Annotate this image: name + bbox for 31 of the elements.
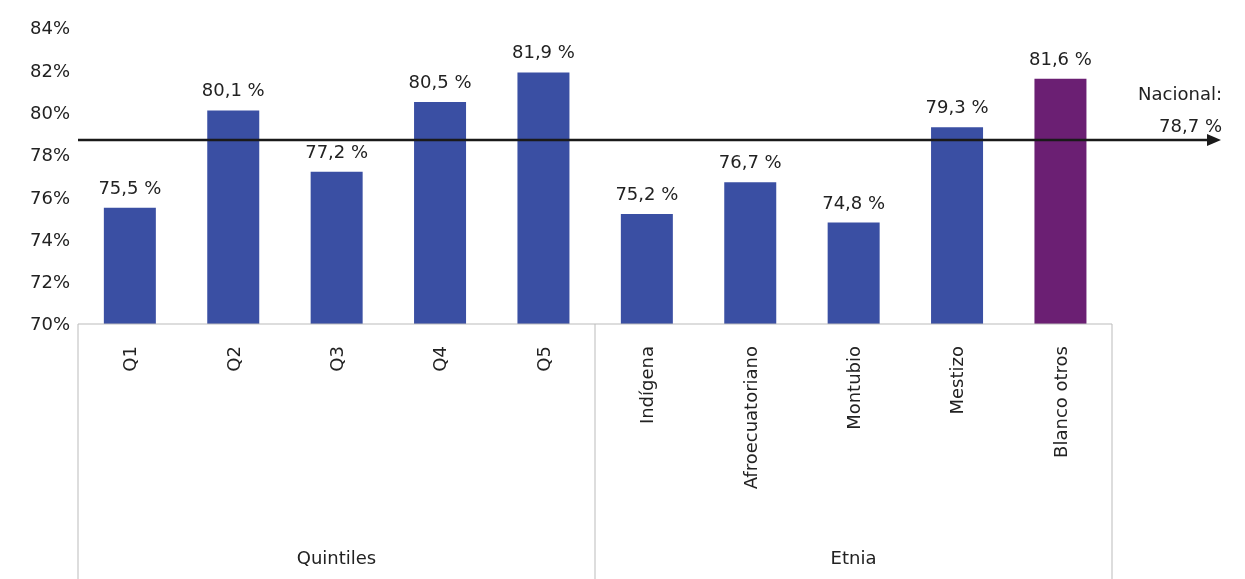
- data-label: 75,2 %: [615, 183, 679, 205]
- y-tick-label: 74%: [29, 228, 70, 250]
- x-tick-label: Q1: [119, 346, 141, 372]
- y-tick-label: 82%: [29, 59, 70, 81]
- x-tick-label: Q5: [532, 346, 554, 372]
- data-label: 79,3 %: [925, 96, 989, 118]
- y-tick-label: 84%: [29, 17, 70, 39]
- data-label: 76,7 %: [718, 151, 782, 173]
- y-tick-label: 78%: [29, 144, 70, 166]
- y-tick-label: 80%: [29, 101, 70, 123]
- text: Etnia: [829, 547, 878, 568]
- x-tick-label: Q4: [429, 346, 451, 372]
- text: Quintiles: [295, 547, 378, 568]
- y-tick-label: 76%: [29, 186, 70, 208]
- data-label: 74,8 %: [822, 191, 886, 213]
- x-tick-label: Q3: [326, 346, 347, 372]
- y-tick-label: 72%: [29, 271, 70, 293]
- data-label: 75,5 %: [98, 176, 162, 198]
- x-tick-label: Q2: [222, 346, 244, 372]
- x-tick-label: Montubio: [843, 346, 864, 430]
- x-tick-label: Afroecuatoriano: [739, 346, 761, 490]
- x-tick-label: Blanco otros: [1049, 346, 1071, 458]
- ref-line-label: Nacional: 78,7 %: [1138, 83, 1222, 137]
- data-label: 77,2 %: [305, 140, 369, 162]
- x-tick-label: Indígena: [636, 346, 658, 425]
- x-tick-label: Mestizo: [946, 346, 968, 415]
- data-label: 80,1 %: [201, 79, 265, 101]
- data-label: 81,9 %: [512, 41, 575, 63]
- data-label: 81,6 %: [1029, 47, 1092, 69]
- data-label: 80,5 %: [408, 71, 472, 92]
- y-tick-label: 70%: [29, 313, 70, 335]
